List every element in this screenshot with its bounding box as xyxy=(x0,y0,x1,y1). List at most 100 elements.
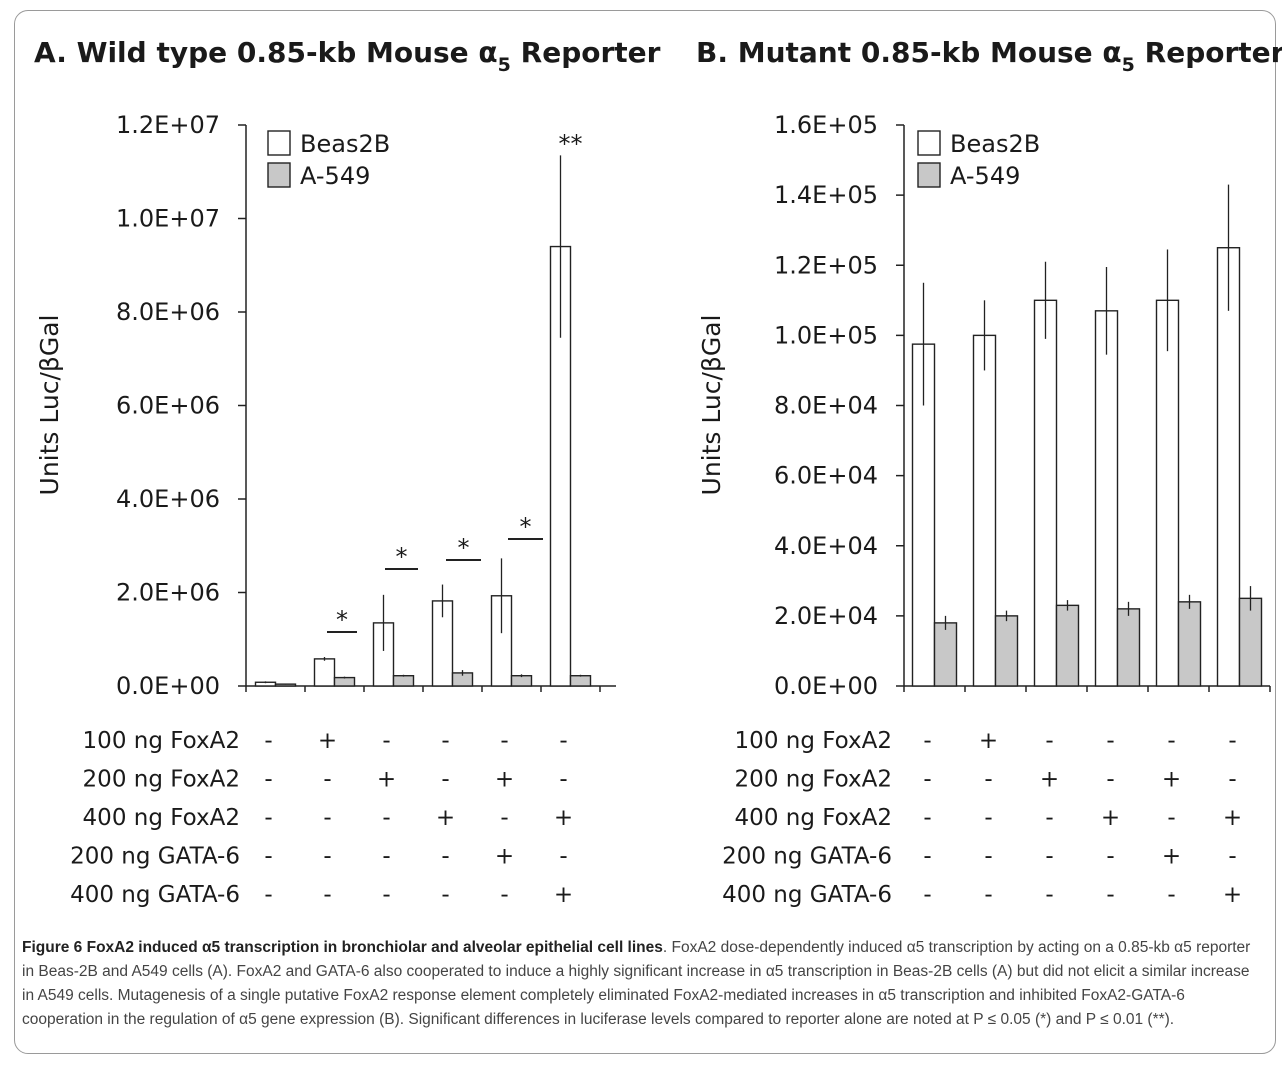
condition-label: 200 ng FoxA2 xyxy=(735,767,892,793)
condition-label: 100 ng FoxA2 xyxy=(83,728,240,754)
condition-sign: - xyxy=(559,728,567,754)
y-tick-label: 8.0E+04 xyxy=(774,392,878,420)
condition-label: 200 ng FoxA2 xyxy=(83,767,240,793)
condition-sign: - xyxy=(923,882,931,908)
bar-a-549 xyxy=(1055,604,1080,687)
condition-sign: + xyxy=(554,805,573,831)
condition-sign: + xyxy=(318,728,337,754)
condition-sign: - xyxy=(441,882,449,908)
conditions-a: 100 ng FoxA2- + - - - -200 ng FoxA2- - + - + -400 … xyxy=(70,728,573,908)
condition-sign: - xyxy=(1228,767,1236,793)
bar-a-549 xyxy=(994,615,1019,687)
condition-sign: + xyxy=(1223,805,1242,831)
y-tick-label: 0.0E+00 xyxy=(774,672,878,700)
condition-sign: - xyxy=(1045,882,1053,908)
condition-label: 400 ng FoxA2 xyxy=(83,805,240,831)
condition-sign: - xyxy=(1106,844,1114,870)
y-tick-label: 2.0E+04 xyxy=(774,602,878,630)
y-tick-label: 2.0E+06 xyxy=(116,579,220,607)
condition-sign: - xyxy=(1045,728,1053,754)
condition-sign: - xyxy=(984,882,992,908)
condition-sign: - xyxy=(382,805,390,831)
bar-a-549 xyxy=(392,675,415,687)
condition-sign: - xyxy=(923,844,931,870)
condition-sign: - xyxy=(1106,882,1114,908)
condition-sign: + xyxy=(495,767,514,793)
bar-a-549 xyxy=(569,675,592,687)
condition-sign: - xyxy=(559,844,567,870)
caption-lead: Figure 6 FoxA2 induced α5 transcription … xyxy=(22,939,663,956)
legend-swatch-a-549 xyxy=(267,162,291,188)
y-tick-label: 4.0E+06 xyxy=(116,485,220,513)
condition-sign: - xyxy=(441,844,449,870)
significance-marker: * xyxy=(520,513,532,541)
caption-text: . FoxA2 dose-dependently induced α5 tran… xyxy=(22,939,1251,1028)
condition-sign: + xyxy=(979,728,998,754)
y-tick-label: 1.2E+05 xyxy=(774,251,878,279)
condition-sign: - xyxy=(323,805,331,831)
condition-sign: - xyxy=(264,805,272,831)
condition-label: 200 ng GATA-6 xyxy=(722,844,892,870)
y-axis-label: Units Luc/βGal xyxy=(35,315,64,496)
bar-beas2b xyxy=(313,658,336,687)
legend-label-beas2b: Beas2B xyxy=(300,130,390,158)
condition-sign: - xyxy=(984,805,992,831)
condition-sign: - xyxy=(923,805,931,831)
significance-marker: * xyxy=(336,606,348,634)
condition-sign: - xyxy=(441,767,449,793)
condition-label: 400 ng GATA-6 xyxy=(722,882,892,908)
bar-a-549 xyxy=(510,675,533,687)
y-tick-label: 0.0E+00 xyxy=(116,672,220,700)
figure-canvas: A. Wild type 0.85-kb Mouse α5 Reporter B… xyxy=(34,36,1282,908)
condition-sign: + xyxy=(495,844,514,870)
bar-a-549 xyxy=(1177,601,1202,687)
condition-sign: + xyxy=(554,882,573,908)
bar-a-549 xyxy=(1238,597,1263,687)
condition-sign: - xyxy=(1167,882,1175,908)
bar-a-549 xyxy=(1116,608,1141,687)
legend-label-a-549: A-549 xyxy=(950,162,1020,190)
panel-b-title: B. Mutant 0.85-kb Mouse α5 Reporter xyxy=(696,36,1282,76)
condition-sign: - xyxy=(1167,805,1175,831)
condition-sign: - xyxy=(923,728,931,754)
y-tick-label: 1.0E+07 xyxy=(116,205,220,233)
condition-sign: - xyxy=(264,767,272,793)
condition-sign: - xyxy=(323,767,331,793)
condition-sign: - xyxy=(323,882,331,908)
panel-a-title: A. Wild type 0.85-kb Mouse α5 Reporter xyxy=(34,36,661,76)
y-tick-label: 4.0E+04 xyxy=(774,532,878,560)
condition-sign: + xyxy=(1040,767,1059,793)
condition-label: 400 ng GATA-6 xyxy=(70,882,240,908)
figure-caption: Figure 6 FoxA2 induced α5 transcription … xyxy=(22,936,1262,1032)
condition-sign: - xyxy=(1228,844,1236,870)
condition-sign: - xyxy=(1167,728,1175,754)
bar-beas2b xyxy=(1216,247,1241,687)
significance-marker: * xyxy=(396,543,408,571)
condition-sign: - xyxy=(559,767,567,793)
condition-sign: - xyxy=(441,728,449,754)
condition-sign: - xyxy=(323,844,331,870)
condition-sign: - xyxy=(984,767,992,793)
condition-sign: - xyxy=(500,882,508,908)
y-tick-label: 6.0E+04 xyxy=(774,462,878,490)
condition-sign: - xyxy=(500,805,508,831)
legend-swatch-a-549 xyxy=(917,162,941,188)
condition-sign: + xyxy=(1162,767,1181,793)
y-tick-label: 1.4E+05 xyxy=(774,181,878,209)
condition-sign: - xyxy=(1106,728,1114,754)
legend-label-a-549: A-549 xyxy=(300,162,370,190)
condition-sign: + xyxy=(377,767,396,793)
y-axis-label: Units Luc/βGal xyxy=(697,315,726,496)
condition-sign: + xyxy=(1223,882,1242,908)
bar-beas2b xyxy=(1094,310,1119,687)
condition-sign: + xyxy=(1101,805,1120,831)
condition-sign: + xyxy=(436,805,455,831)
conditions-b: 100 ng FoxA2 - + - - - - 200 ng FoxA2 - - + - + - 400 … xyxy=(722,728,1242,908)
condition-sign: - xyxy=(984,844,992,870)
condition-sign: - xyxy=(264,844,272,870)
chart-b: 0.0E+00 2.0E+04 4.0E+04 6.0E+04 8.0E+04 1.0E+… xyxy=(697,111,1271,700)
condition-label: 200 ng GATA-6 xyxy=(70,844,240,870)
significance-marker: ** xyxy=(559,130,583,158)
bar-beas2b xyxy=(1155,299,1180,687)
condition-sign: - xyxy=(923,767,931,793)
